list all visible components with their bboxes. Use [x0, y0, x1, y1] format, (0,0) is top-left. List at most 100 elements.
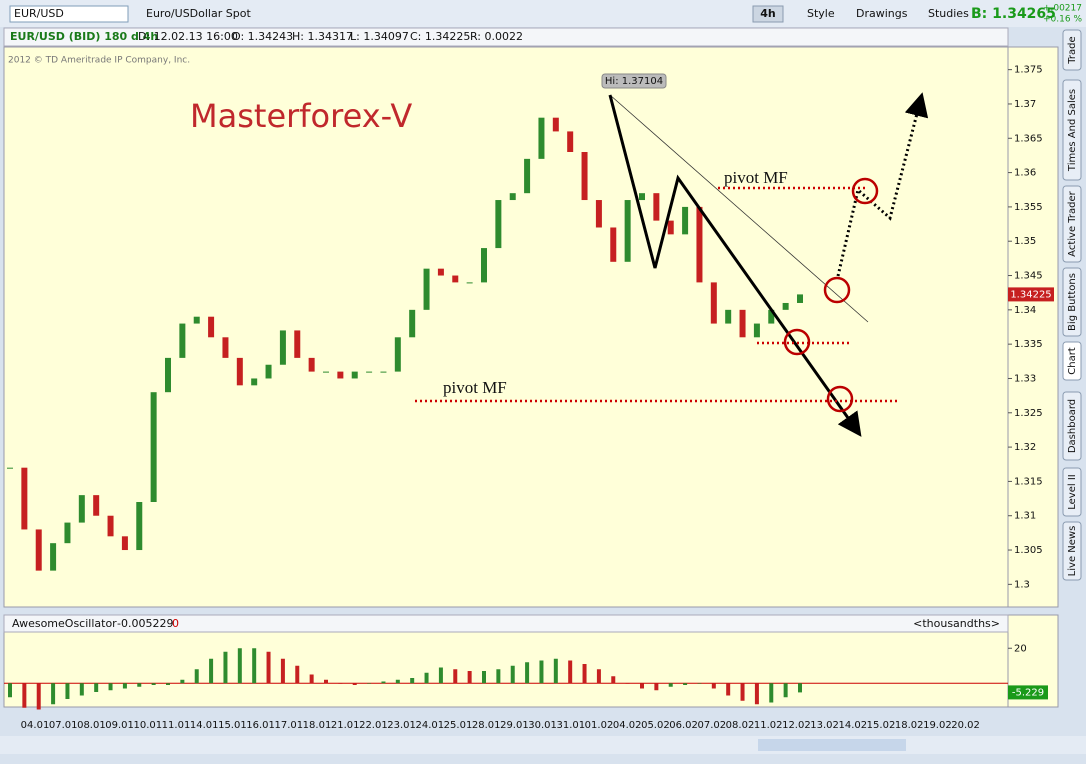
plot: 1.3 1.305 1.31 1.315 1.32 1.325 1.33 1.335 1.34 1… [4, 65, 1054, 731]
candle [567, 131, 574, 152]
candle [279, 330, 286, 365]
candle [121, 536, 128, 551]
side-tab[interactable] [1062, 185, 1082, 263]
side-tab[interactable] [1062, 79, 1082, 181]
y-tick-label: 1.315 [1014, 476, 1043, 487]
y-tick-label: 1.325 [1014, 408, 1043, 419]
side-tab[interactable] [1062, 341, 1082, 381]
osc-bar [338, 683, 343, 684]
osc-bar [625, 683, 630, 684]
candle [366, 371, 373, 373]
y-tick-label: 1.36 [1014, 168, 1036, 179]
watermark: Masterforex-V [190, 97, 412, 135]
scroll-thumb[interactable] [758, 739, 906, 751]
x-tick-label: 04.01 [21, 720, 50, 731]
candle [739, 309, 746, 338]
osc-bar [496, 669, 501, 684]
osc-bar [381, 681, 386, 684]
x-tick-label: 20.02 [951, 720, 980, 731]
symbol-input[interactable] [9, 5, 129, 23]
osc-bar [740, 683, 745, 701]
y-tick-label: 1.34 [1014, 305, 1036, 316]
candle [782, 302, 789, 310]
style-button[interactable]: Style [807, 7, 835, 20]
x-tick-label: 30.01 [528, 720, 557, 731]
studies-button[interactable]: Studies [928, 7, 969, 20]
drawings-button[interactable]: Drawings [856, 7, 908, 20]
osc-bar [568, 660, 573, 684]
x-tick-label: 12.02 [782, 720, 811, 731]
osc-bar [94, 683, 99, 692]
last-osc-box [1008, 685, 1048, 700]
osc-bar [640, 683, 644, 689]
candle [323, 371, 329, 373]
candle [394, 337, 401, 372]
candle [165, 357, 171, 393]
osc-offset: 0 [172, 617, 179, 630]
side-tab-label: Chart [1067, 347, 1078, 375]
x-tick-label: 17.01 [274, 720, 303, 731]
side-tab-label: Level II [1067, 474, 1078, 509]
osc-bar [137, 683, 142, 687]
candle [466, 282, 473, 284]
candle [753, 323, 760, 338]
osc-bar [22, 683, 27, 708]
info-bar [3, 27, 1009, 47]
side-tab-label: Live News [1067, 526, 1078, 577]
osc-bar [424, 672, 429, 684]
osc-bar [754, 683, 759, 705]
osc-bar [453, 669, 458, 684]
osc-bar [467, 671, 472, 684]
candle [653, 193, 660, 221]
change-pct: +0.16 % [1043, 15, 1082, 25]
side-tab[interactable] [1062, 391, 1082, 461]
side-tab-label: Times And Sales [1067, 89, 1078, 172]
candle [509, 193, 516, 201]
x-tick-label: 14.01 [190, 720, 219, 731]
last-osc: -5.229 [1012, 687, 1044, 698]
candle [437, 268, 444, 276]
osc-units: <thousandths> [913, 617, 1000, 630]
osc-bar [280, 658, 285, 684]
candle [64, 522, 71, 544]
candle [725, 309, 732, 324]
x-tick-label: 05.02 [641, 720, 670, 731]
y-tick-label: 1.355 [1014, 202, 1043, 213]
interval-button[interactable] [752, 5, 784, 23]
osc-bar [525, 662, 530, 684]
osc-bar [352, 683, 357, 685]
side-tab[interactable] [1062, 267, 1082, 337]
side-tab[interactable] [1062, 467, 1082, 517]
annotations [415, 73, 929, 437]
osc-bar [596, 669, 601, 684]
x-tick-label: 15.01 [218, 720, 247, 731]
y-tick-label: 1.365 [1014, 133, 1043, 144]
osc-bar [482, 671, 486, 684]
candle [236, 357, 243, 386]
osc-bar [697, 683, 702, 684]
x-tick-label: 13.02 [810, 720, 839, 731]
copyright: 2012 © TD Ameritrade IP Company, Inc. [8, 56, 190, 66]
scrollbar[interactable] [0, 736, 1086, 754]
x-tick-label: 04.02 [613, 720, 642, 731]
osc-bar [783, 683, 788, 698]
osc-bar [223, 651, 228, 684]
y-tick-label: 1.375 [1014, 65, 1043, 76]
candle [35, 529, 42, 571]
x-tick-label: 10.01 [133, 720, 162, 731]
side-tab[interactable] [1062, 521, 1082, 581]
info-field: L: 1.34097 [350, 30, 409, 43]
side-tab[interactable] [1062, 29, 1082, 71]
info-field: R: 0.0022 [470, 30, 523, 43]
x-tick-label: 16.01 [246, 720, 275, 731]
osc-bar [51, 683, 56, 705]
osc-bar [237, 648, 242, 684]
pivot-label: pivot MF [724, 168, 788, 187]
price-axis [1007, 46, 1059, 608]
candle [682, 206, 689, 235]
candle [581, 152, 588, 201]
info-field: O: 1.34243 [232, 30, 293, 43]
y-tick-label: 20 [1014, 643, 1027, 654]
side-tab-label: Dashboard [1067, 399, 1078, 453]
